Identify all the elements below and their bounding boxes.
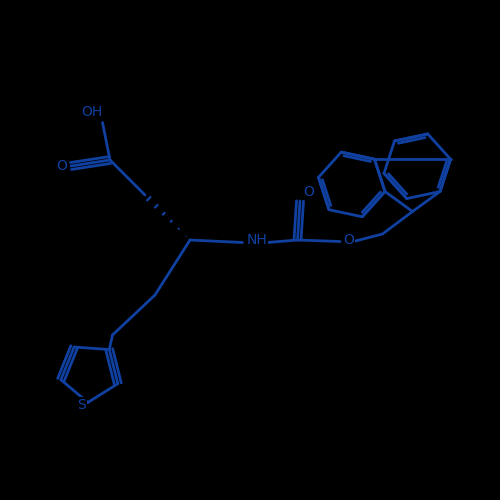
Text: S: S [78, 398, 86, 412]
Text: O: O [344, 234, 354, 247]
Text: O: O [56, 159, 68, 173]
Text: NH: NH [246, 233, 267, 247]
Text: OH: OH [81, 106, 102, 120]
Text: O: O [304, 185, 314, 199]
